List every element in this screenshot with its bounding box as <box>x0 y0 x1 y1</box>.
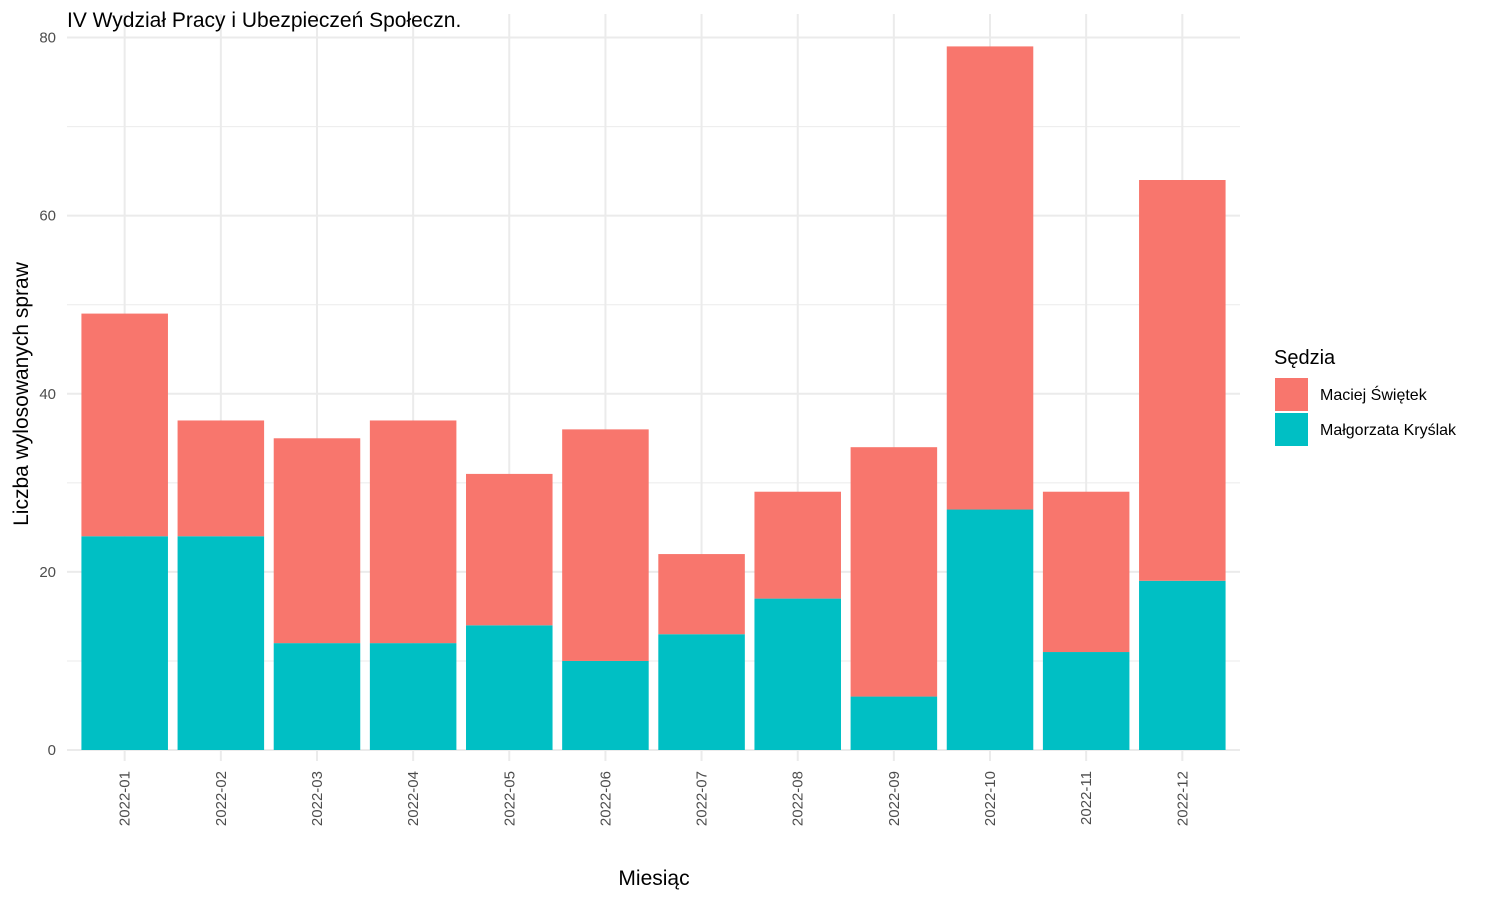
legend-key <box>1275 378 1308 411</box>
x-tick-label: 2022-03 <box>309 771 326 826</box>
bar-segment <box>81 536 168 750</box>
chart-title: IV Wydział Pracy i Ubezpieczeń Społeczn. <box>67 9 461 32</box>
bar-segment <box>754 491 841 599</box>
legend-key <box>1275 413 1308 446</box>
bar-layer <box>81 46 1226 750</box>
bar-segment <box>946 509 1034 750</box>
legend-label: Maciej Świętek <box>1320 385 1428 404</box>
bar-segment <box>1139 180 1226 581</box>
x-tick-label: 2022-09 <box>886 771 903 826</box>
bar-segment <box>946 46 1034 510</box>
bar-segment <box>273 438 361 644</box>
bar-segment <box>754 598 841 750</box>
bar-segment <box>850 447 938 697</box>
x-tick-label: 2022-07 <box>694 771 711 826</box>
x-tick-label: 2022-04 <box>405 771 422 826</box>
bar-segment <box>369 420 457 644</box>
legend-title: Sędzia <box>1274 347 1336 369</box>
y-tick-label: 80 <box>39 30 56 47</box>
bar-segment <box>1042 652 1130 750</box>
legend: Sędzia Maciej Świętek Małgorzata Kryślak <box>1274 347 1457 446</box>
x-tick-label: 2022-12 <box>1174 771 1191 826</box>
x-tick-label: 2022-01 <box>117 771 134 826</box>
y-tick-label: 20 <box>39 564 56 581</box>
y-tick-label: 0 <box>48 742 56 759</box>
y-tick-label: 60 <box>39 208 56 225</box>
x-tick-label: 2022-02 <box>213 771 230 826</box>
x-tick-label: 2022-11 <box>1078 771 1095 825</box>
x-tick-label: 2022-05 <box>501 771 518 826</box>
y-tick-label: 40 <box>39 386 56 403</box>
bar-segment <box>1042 491 1130 653</box>
legend-items: Maciej Świętek Małgorzata Kryślak <box>1275 378 1457 446</box>
bar-segment <box>466 473 553 626</box>
bar-segment <box>369 643 457 750</box>
bar-segment <box>177 420 265 537</box>
bar-segment <box>658 554 745 635</box>
y-axis-title: Liczba wylosowanych spraw <box>10 261 33 526</box>
axis-layer: 0 20 40 60 80 2022-01 2022-02 2022-03 2022-04 202… <box>39 30 1191 827</box>
bar-segment <box>562 429 649 661</box>
bar-segment <box>81 313 168 537</box>
bar-segment <box>1139 580 1226 750</box>
x-axis-title: Miesiąc <box>618 867 689 890</box>
bar-segment <box>466 625 553 750</box>
x-tick-label: 2022-08 <box>790 771 807 826</box>
bar-segment <box>177 536 265 750</box>
legend-label: Małgorzata Kryślak <box>1320 422 1457 439</box>
bar-segment <box>658 634 745 750</box>
x-tick-label: 2022-06 <box>597 771 614 826</box>
bar-segment <box>562 660 649 750</box>
bar-segment <box>273 643 361 750</box>
bar-segment <box>850 696 938 750</box>
x-tick-label: 2022-10 <box>982 771 999 826</box>
